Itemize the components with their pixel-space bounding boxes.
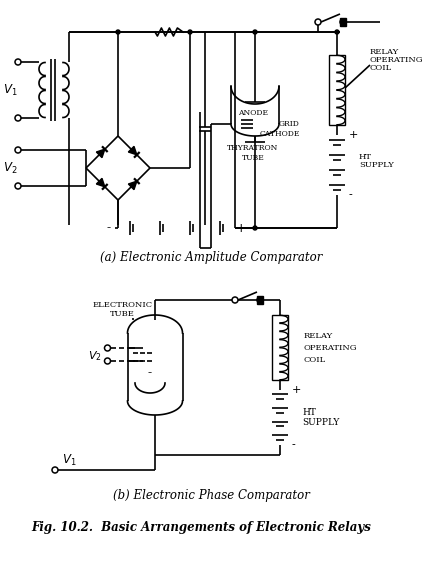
Circle shape [104,358,110,364]
Text: THYRATRON: THYRATRON [227,144,279,152]
Text: HT: HT [359,153,372,161]
Text: +: + [236,221,246,235]
Bar [272,315,288,380]
Circle shape [15,183,21,189]
Circle shape [315,19,321,25]
Text: SUPPLY: SUPPLY [302,418,339,427]
Text: SUPPLY: SUPPLY [359,161,394,169]
Text: (b) Electronic Phase Comparator: (b) Electronic Phase Comparator [113,488,310,502]
Text: COIL: COIL [304,356,326,363]
Text: +: + [349,130,358,140]
Circle shape [52,467,58,473]
Circle shape [104,345,110,351]
Circle shape [15,59,21,65]
Polygon shape [128,181,137,190]
Text: TUBE: TUBE [242,154,264,162]
Bar [340,18,346,26]
Text: RELAY: RELAY [370,48,399,56]
Text: TUBE: TUBE [110,310,135,318]
Text: -: - [292,440,296,450]
Circle shape [340,19,346,25]
Text: $V_1$: $V_1$ [62,452,77,467]
Text: -: - [349,190,353,200]
Text: -: - [107,221,111,235]
Text: +: + [292,385,301,395]
Circle shape [253,30,257,34]
Text: $V_2$: $V_2$ [88,349,102,363]
Text: Fig. 10.2.  Basic Arrangements of Electronic Relays: Fig. 10.2. Basic Arrangements of Electro… [32,521,371,534]
Text: OPERATING: OPERATING [370,56,423,64]
Polygon shape [128,146,137,155]
Polygon shape [96,149,105,158]
Circle shape [116,30,120,34]
Bar [329,55,345,125]
Text: HT: HT [302,408,316,417]
Text: $V_1$: $V_1$ [3,82,17,98]
Circle shape [335,30,339,34]
Circle shape [188,30,192,34]
Text: COIL: COIL [370,64,392,72]
Circle shape [232,297,238,303]
Text: $V_2$: $V_2$ [3,161,17,176]
Text: -: - [148,367,152,379]
Circle shape [15,147,21,153]
Polygon shape [96,178,105,187]
Bar [257,296,263,304]
Text: ANODE: ANODE [238,109,268,117]
Text: GRID: GRID [279,120,300,128]
Circle shape [15,115,21,121]
Circle shape [253,226,257,230]
Text: ELECTRONIC: ELECTRONIC [93,301,153,309]
Circle shape [257,297,263,303]
Text: OPERATING: OPERATING [304,344,357,352]
Text: CATHODE: CATHODE [260,130,300,138]
Text: RELAY: RELAY [304,332,333,340]
Text: (a) Electronic Amplitude Comparator: (a) Electronic Amplitude Comparator [100,252,323,264]
